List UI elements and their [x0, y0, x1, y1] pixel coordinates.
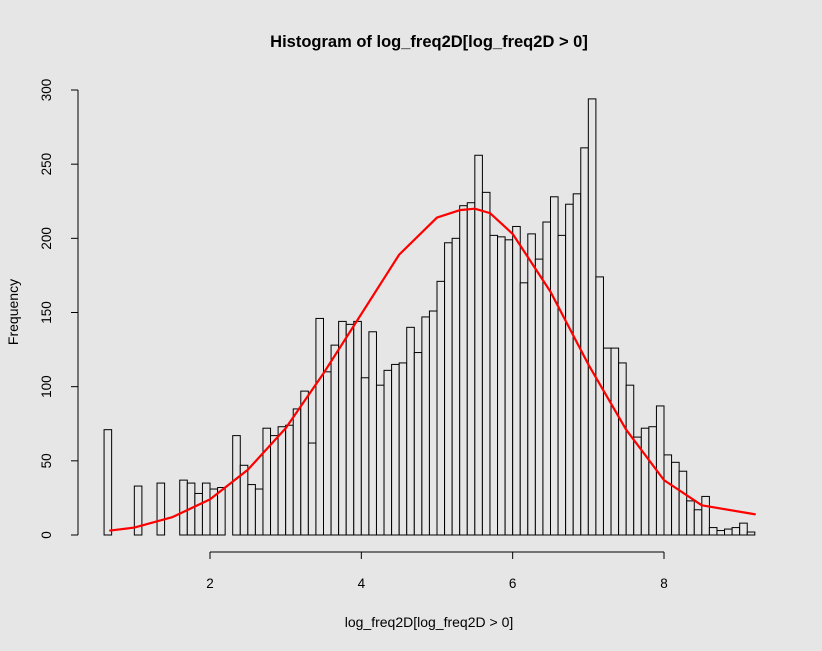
- histogram-bar: [731, 527, 741, 536]
- y-tick-label: 200: [39, 227, 54, 250]
- histogram-bar: [413, 352, 423, 536]
- histogram-bar: [194, 492, 203, 536]
- histogram-bar: [201, 482, 211, 536]
- histogram-bar: [708, 527, 718, 536]
- histogram-bar: [383, 369, 393, 536]
- histogram-bar: [451, 237, 461, 536]
- y-tick-label: 100: [39, 375, 54, 398]
- histogram-bar: [307, 442, 317, 536]
- density-curve-layer: [109, 207, 756, 532]
- histogram-bar: [686, 500, 695, 536]
- histogram-bar: [345, 323, 355, 536]
- y-axis: 0 50 100 150 200 250 300: [39, 79, 79, 539]
- histogram-bar: [542, 221, 551, 536]
- y-tick-label: 150: [39, 301, 54, 324]
- histogram-bar: [436, 280, 446, 536]
- histogram-bar: [610, 347, 620, 536]
- histogram-bar: [739, 522, 748, 536]
- y-tick-label: 50: [39, 453, 54, 468]
- histogram-bar: [459, 205, 468, 536]
- histogram-bar: [375, 384, 385, 536]
- y-tick-label: 0: [39, 531, 54, 539]
- histogram-bar: [618, 362, 627, 536]
- histogram-bar: [663, 454, 673, 536]
- x-tick-label: 4: [358, 576, 366, 591]
- y-tick-label: 300: [39, 79, 54, 102]
- histogram-bar: [580, 147, 589, 536]
- histogram-bar: [353, 320, 362, 536]
- histogram-bar: [300, 390, 309, 536]
- histogram-bar: [254, 488, 264, 536]
- histogram-bar: [625, 384, 635, 536]
- x-axis-label: log_freq2D[log_freq2D > 0]: [345, 614, 514, 630]
- histogram-bar: [595, 276, 604, 536]
- density-curve: [109, 207, 756, 532]
- histogram-bar: [557, 234, 567, 536]
- histogram-bar: [421, 316, 430, 536]
- histogram-bar: [277, 426, 287, 536]
- histogram-bar: [572, 193, 582, 536]
- histogram-bar: [368, 331, 377, 536]
- histogram-bar: [527, 233, 536, 536]
- histogram-bar: [489, 234, 499, 536]
- histogram-bar: [179, 479, 188, 536]
- histogram-bar: [746, 531, 756, 536]
- histogram-bar: [247, 484, 256, 536]
- histogram-bar: [648, 426, 657, 536]
- x-tick-label: 8: [660, 576, 668, 591]
- histogram-bar: [671, 461, 680, 536]
- histogram-bar: [323, 371, 332, 536]
- histogram-bar: [504, 239, 514, 536]
- histogram-bar: [565, 203, 574, 536]
- histogram-bar: [512, 225, 521, 536]
- histogram-bar: [428, 310, 438, 536]
- histogram-bar: [497, 236, 506, 536]
- histogram-bar: [444, 242, 453, 536]
- histogram-bar: [391, 363, 400, 536]
- x-tick-label: 2: [206, 576, 214, 591]
- histogram-bar: [156, 482, 166, 536]
- y-axis-label: Frequency: [5, 279, 21, 345]
- histogram-bar: [602, 347, 612, 536]
- histogram-bar: [693, 509, 703, 536]
- histogram-bar: [519, 282, 529, 536]
- histogram-bar: [481, 191, 491, 536]
- x-axis: 2 4 6 8: [206, 551, 668, 591]
- histogram-bar: [315, 317, 324, 536]
- histogram-bar: [338, 320, 347, 536]
- histogram-bar: [360, 377, 370, 536]
- y-tick-label: 250: [39, 153, 54, 176]
- histogram-bar: [640, 427, 650, 536]
- histogram-bar: [406, 326, 415, 536]
- histogram-bar: [262, 427, 272, 536]
- histogram-bar: [678, 470, 688, 536]
- x-tick-label: 6: [509, 576, 517, 591]
- histogram-bar: [633, 436, 642, 536]
- chart-title: Histogram of log_freq2D[log_freq2D > 0]: [270, 33, 588, 51]
- histogram-bar: [724, 528, 733, 536]
- histogram-bar: [398, 362, 408, 536]
- histogram-bar: [133, 485, 143, 536]
- histogram-bar: [474, 154, 483, 536]
- histogram-bar: [534, 258, 544, 536]
- histogram-bar: [292, 408, 302, 536]
- histogram-bar: [716, 530, 726, 536]
- histogram-bar: [270, 435, 279, 536]
- histogram-bar: [217, 487, 226, 536]
- histogram-bar: [330, 344, 340, 536]
- histogram-bar: [285, 424, 294, 536]
- histogram-bar: [701, 495, 710, 536]
- histogram-bars: [103, 98, 756, 536]
- histogram-bar: [466, 202, 476, 536]
- histogram-bar: [103, 429, 113, 536]
- histogram-bar: [550, 196, 559, 536]
- histogram-bar: [232, 435, 241, 536]
- histogram-bar: [587, 98, 597, 536]
